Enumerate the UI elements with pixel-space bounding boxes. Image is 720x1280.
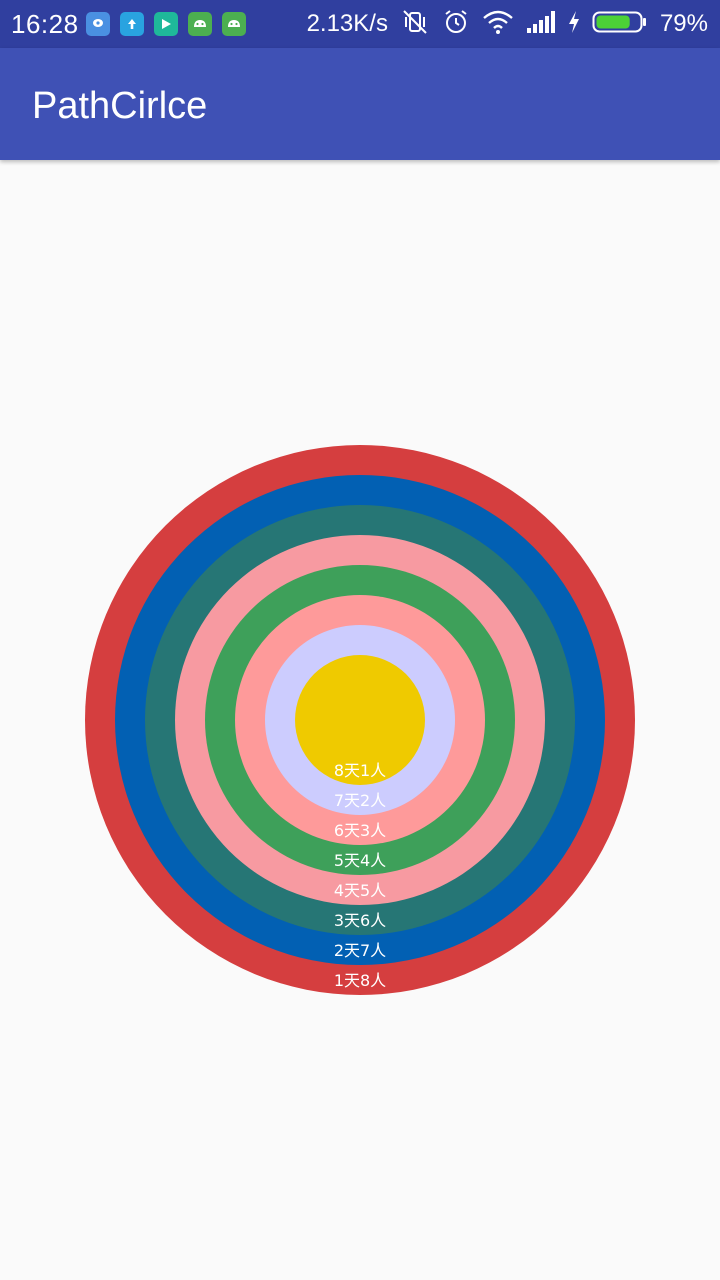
ring-label-5: 5天4人 bbox=[334, 851, 386, 870]
play-store-icon bbox=[154, 12, 178, 36]
android-robot-icon bbox=[222, 12, 246, 36]
status-right: 2.13K/s 79% bbox=[307, 9, 708, 39]
chat-bubble-icon bbox=[86, 12, 110, 36]
ring-label-8: 8天1人 bbox=[334, 761, 386, 780]
status-time: 16:28 bbox=[11, 9, 79, 39]
battery-percentage: 79% bbox=[659, 10, 708, 37]
signal-icon bbox=[526, 10, 556, 39]
ring-label-3: 3天6人 bbox=[334, 911, 386, 930]
status-bar: 16:28 2.13K/s bbox=[0, 0, 720, 48]
notification-icons bbox=[86, 12, 246, 36]
ring-label-4: 4天5人 bbox=[334, 881, 386, 900]
ring-label-7: 7天2人 bbox=[334, 791, 386, 810]
charging-icon bbox=[568, 10, 580, 39]
wifi-icon bbox=[482, 9, 514, 40]
ring-label-2: 2天7人 bbox=[334, 941, 386, 960]
ring-label-6: 6天3人 bbox=[334, 821, 386, 840]
ring-label-1: 1天8人 bbox=[334, 971, 386, 990]
vibrate-mute-icon bbox=[400, 8, 430, 41]
alarm-icon bbox=[442, 8, 470, 41]
ring-8 bbox=[295, 655, 425, 785]
app-title: PathCirlce bbox=[32, 85, 208, 127]
battery-icon bbox=[592, 9, 648, 40]
upload-arrow-icon bbox=[120, 12, 144, 36]
app-bar: PathCirlce bbox=[0, 48, 720, 160]
network-speed: 2.13K/s bbox=[306, 10, 388, 37]
android-robot-icon bbox=[188, 12, 212, 36]
content-area: 1天8人 2天7人 3天6人 4天5人 5天4人 6天3人 7天2人 8天1人 bbox=[0, 160, 720, 1280]
concentric-rings-chart: 1天8人 2天7人 3天6人 4天5人 5天4人 6天3人 7天2人 8天1人 bbox=[85, 445, 635, 995]
